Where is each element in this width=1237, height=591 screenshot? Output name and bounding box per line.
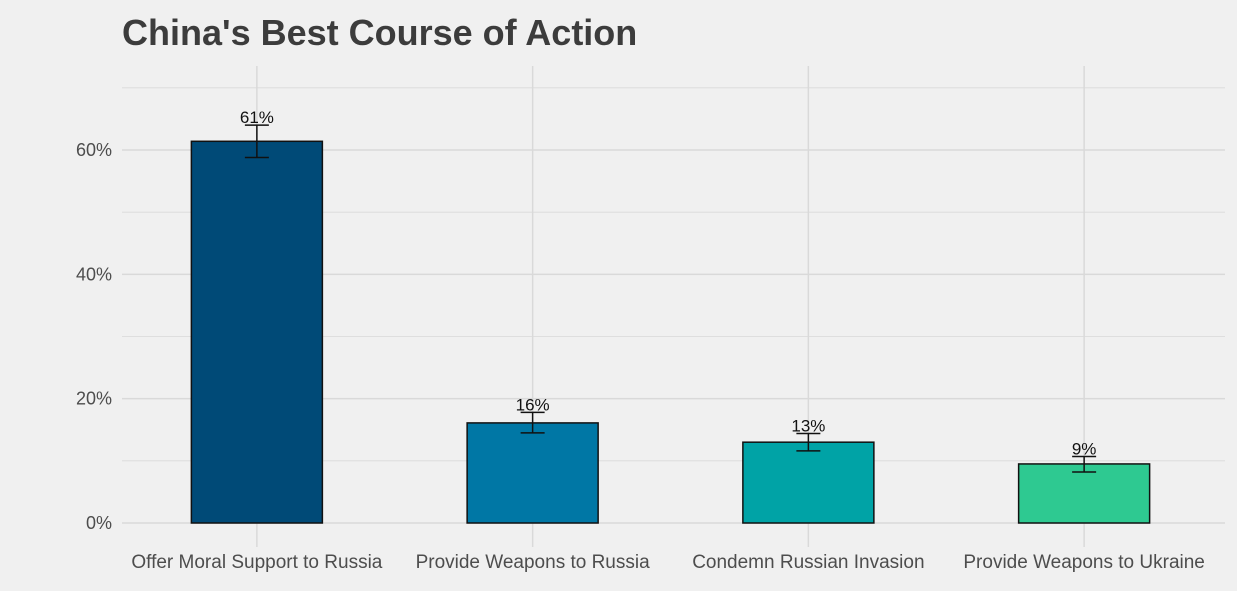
chart-title: China's Best Course of Action	[122, 12, 638, 53]
bar	[466, 422, 599, 524]
y-tick-label: 20%	[76, 389, 112, 409]
bar	[1017, 463, 1151, 524]
x-tick-label: Provide Weapons to Ukraine	[963, 552, 1205, 573]
x-tick-label: Condemn Russian Invasion	[692, 552, 924, 573]
y-tick-label: 60%	[76, 140, 112, 160]
data-label: 16%	[516, 395, 550, 414]
x-tick-label: Provide Weapons to Russia	[416, 552, 651, 573]
bar	[190, 140, 324, 524]
bar	[742, 441, 875, 524]
y-tick-label: 40%	[76, 264, 112, 284]
data-label: 61%	[240, 108, 274, 127]
data-label: 13%	[791, 416, 825, 435]
data-label: 9%	[1072, 439, 1097, 458]
x-tick-label: Offer Moral Support to Russia	[131, 552, 382, 573]
y-tick-label: 0%	[86, 513, 112, 533]
